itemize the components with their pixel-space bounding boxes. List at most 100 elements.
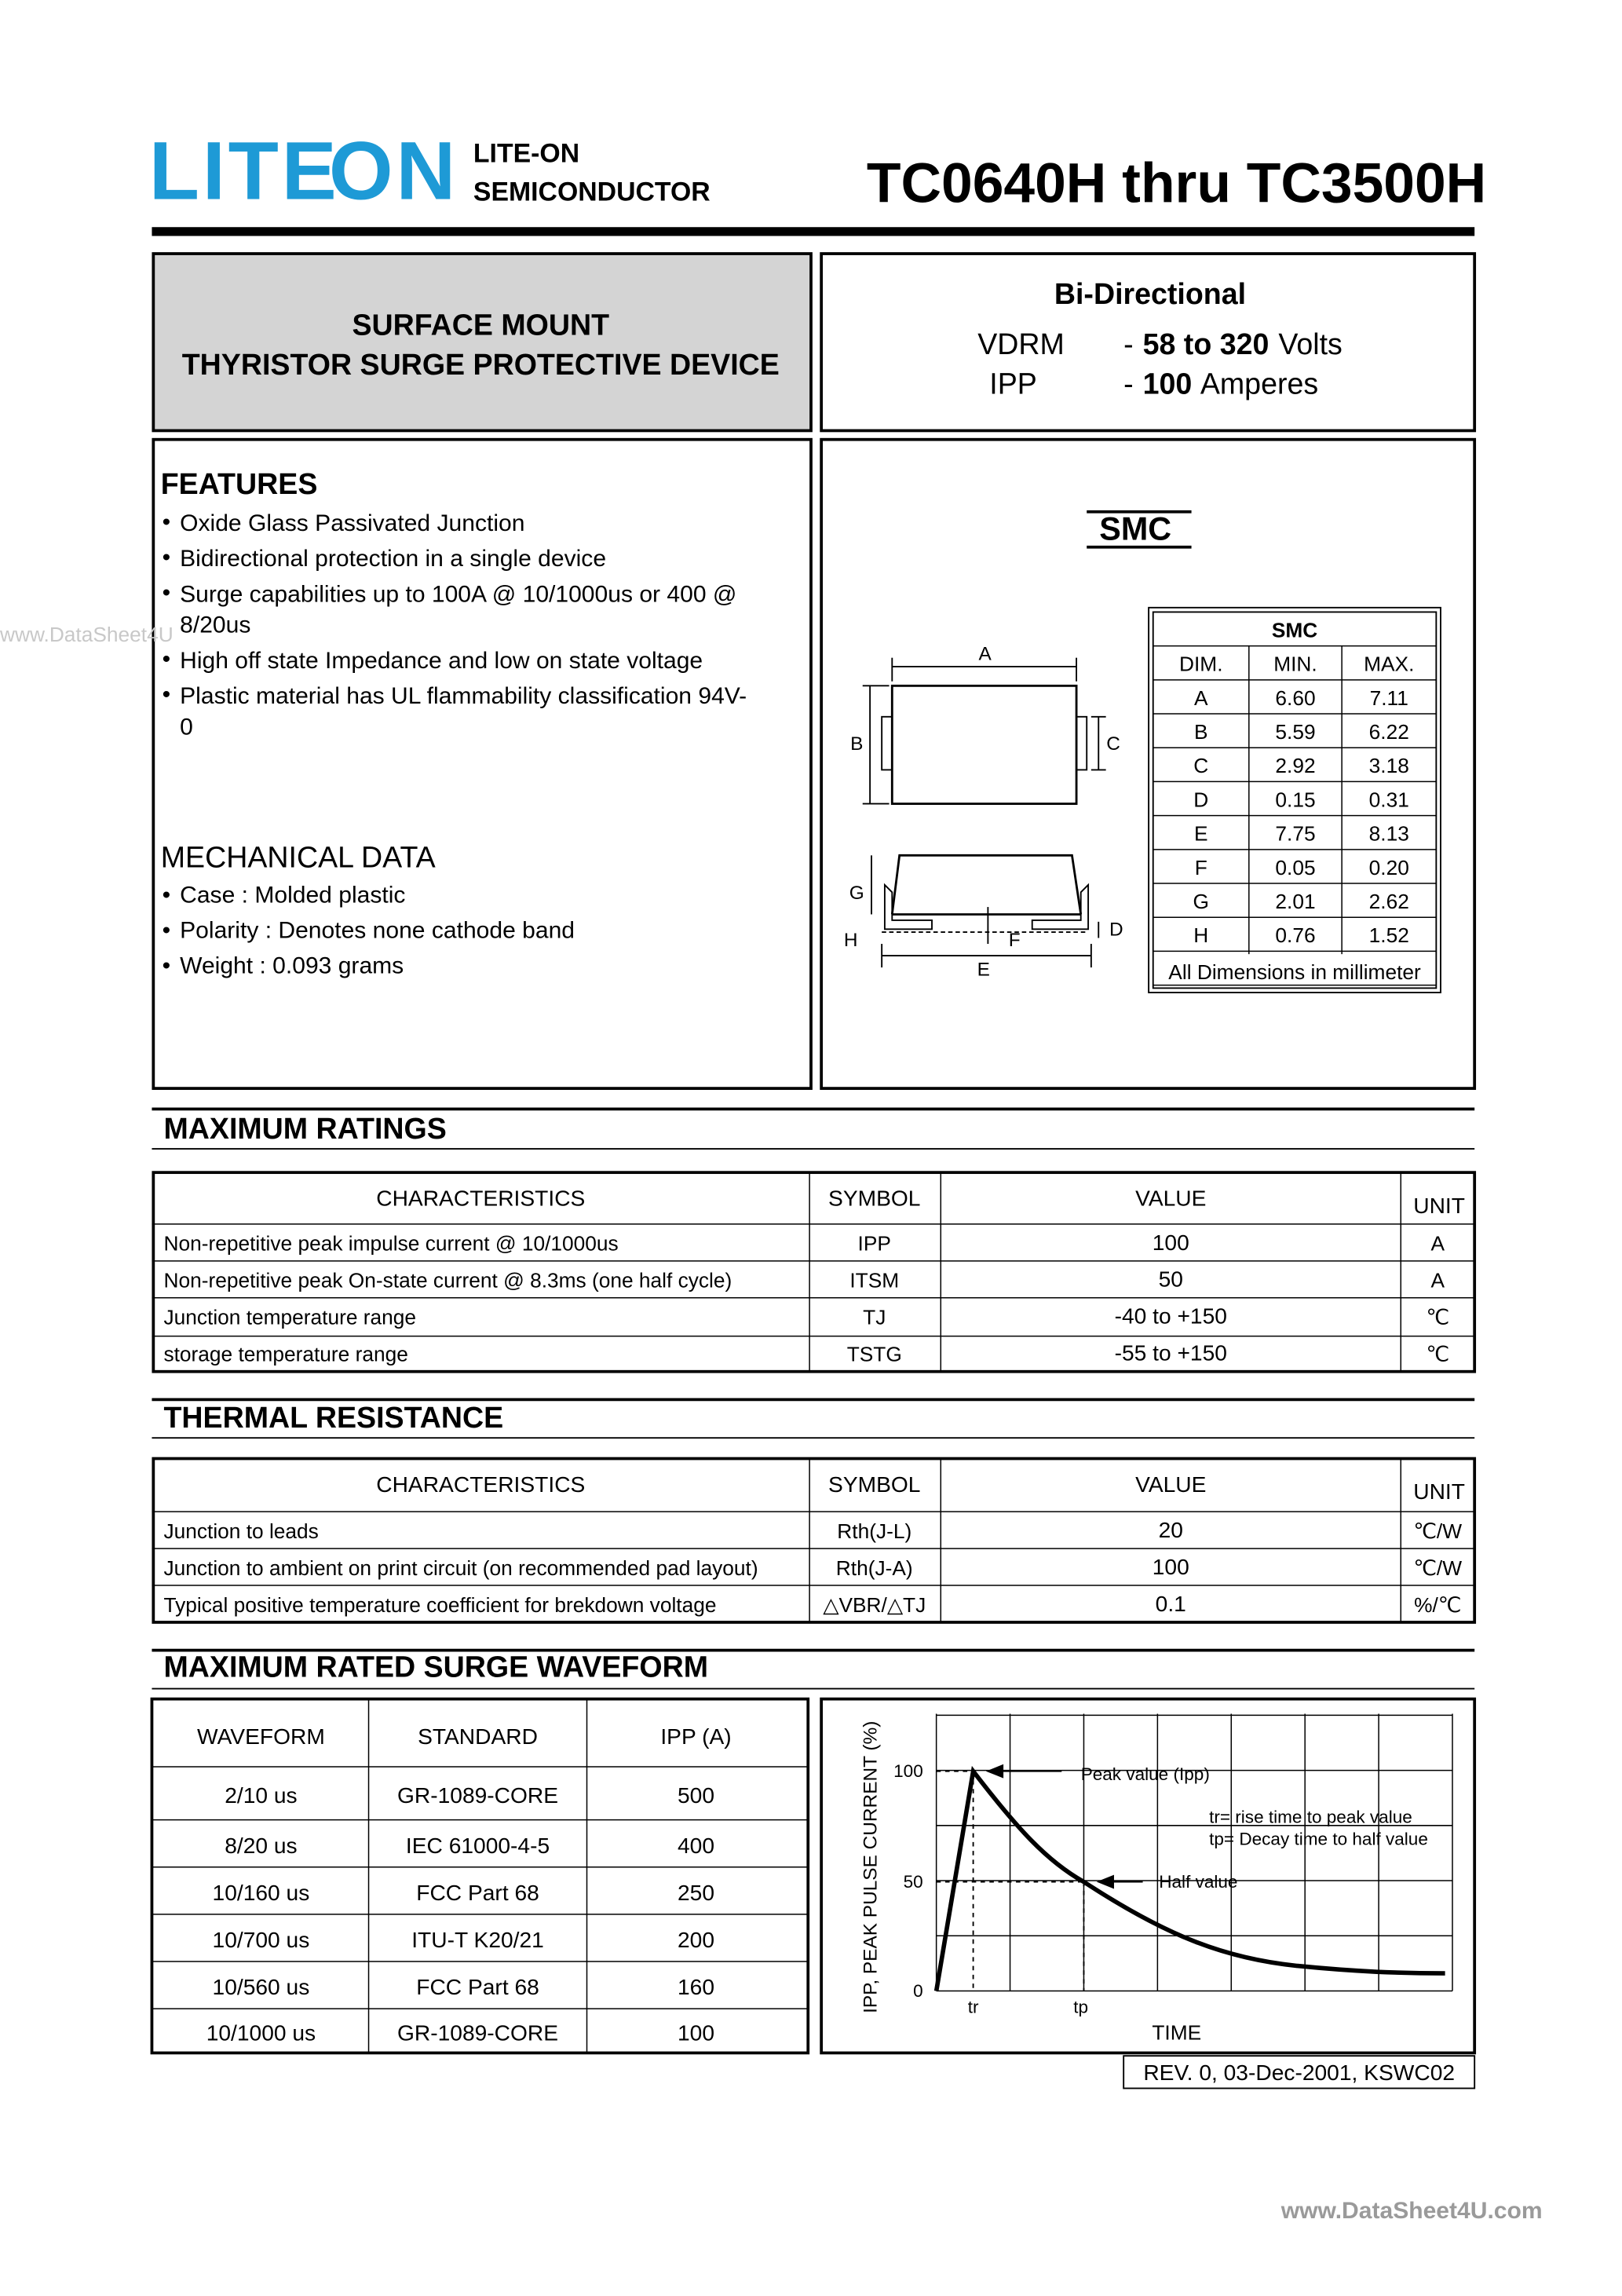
mechanical-item: Case : Molded plastic <box>180 883 406 909</box>
section-title: MAXIMUM RATED SURGE WAVEFORM <box>163 1651 708 1684</box>
axis-label: TIME <box>1152 2020 1202 2045</box>
table-cell: E <box>1194 821 1208 846</box>
table-cell: A <box>1430 1267 1445 1292</box>
table-cell: TJ <box>863 1305 886 1329</box>
table-cell: 10/160 us <box>212 1881 310 1907</box>
table-cell: 2.62 <box>1368 889 1409 913</box>
table-cell: 20 <box>1158 1517 1183 1543</box>
table-cell: 100 <box>1152 1554 1189 1580</box>
dimension-label: D <box>1109 918 1123 941</box>
table-cell: GR-1089-CORE <box>396 1783 559 1809</box>
section-title: THERMAL RESISTANCE <box>163 1402 504 1435</box>
table-title: SMC <box>1271 617 1318 642</box>
tick-label: 50 <box>903 1871 923 1892</box>
unit: Amperes <box>1200 368 1319 401</box>
table-border <box>150 1697 810 2055</box>
table-header: MAX. <box>1364 652 1415 676</box>
table-cell: 0.15 <box>1275 787 1316 811</box>
bullet: • <box>162 883 171 909</box>
company: LITE-ON <box>473 138 580 169</box>
section-title: MAXIMUM RATINGS <box>163 1113 447 1146</box>
table-cell: 400 <box>677 1834 715 1859</box>
table-cell: 10/560 us <box>212 1975 310 2001</box>
bullet: • <box>162 581 171 606</box>
value: 58 to 320 <box>1142 328 1269 362</box>
table-cell: FCC Part 68 <box>416 1881 539 1907</box>
feature: High off state Impedance and low on stat… <box>180 649 703 675</box>
table-cell: 50 <box>1158 1267 1183 1292</box>
table-cell: ITU-T K20/21 <box>411 1928 544 1954</box>
symbol: VDRM <box>977 328 1065 362</box>
dash: - <box>1123 328 1134 362</box>
dimension-label: A <box>978 642 992 665</box>
table-cell: ℃/W <box>1413 1518 1463 1542</box>
description: SURFACE MOUNT <box>352 309 610 342</box>
table-cell: IPP <box>857 1230 891 1255</box>
annotation: tr= rise time to peak value <box>1209 1806 1412 1828</box>
dimension-label: G <box>849 881 864 904</box>
bullet: • <box>162 954 171 980</box>
table-cell: 100 <box>1152 1230 1189 1256</box>
table-cell: △VBR/△TJ <box>823 1592 926 1616</box>
company: SEMICONDUCTOR <box>473 177 711 207</box>
feature: Plastic material has UL flammability cla… <box>180 684 747 740</box>
table-cell: %/℃ <box>1414 1592 1462 1616</box>
dash: - <box>1123 368 1134 401</box>
table-cell: 250 <box>677 1881 715 1907</box>
feature: Oxide Glass Passivated Junction <box>180 511 525 537</box>
bullet: • <box>162 510 171 536</box>
table-header: WAVEFORM <box>197 1724 325 1750</box>
table-cell: Junction to ambient on print circuit (on… <box>163 1555 758 1579</box>
tick-label: tp <box>1073 1997 1089 2018</box>
table-cell: 8/20 us <box>225 1834 298 1859</box>
table-note: All Dimensions in millimeter <box>1168 960 1421 984</box>
table-cell: 2.01 <box>1275 889 1316 913</box>
mechanical-item: Polarity : Denotes none cathode band <box>180 919 575 945</box>
table-header: CHARACTERISTICS <box>376 1186 586 1211</box>
table-cell: F <box>1194 855 1207 879</box>
table-header: SYMBOL <box>828 1186 921 1211</box>
table-cell: Rth(J-A) <box>835 1555 913 1579</box>
section-title: FEATURES <box>160 469 318 502</box>
table-cell: D <box>1193 787 1209 811</box>
table-cell: 6.22 <box>1368 719 1409 744</box>
table-cell: Non-repetitive peak impulse current @ 10… <box>163 1230 619 1255</box>
table-cell: GR-1089-CORE <box>396 2021 559 2046</box>
table-cell: 200 <box>677 1928 715 1954</box>
table-cell: ℃ <box>1426 1305 1450 1329</box>
table-cell: -40 to +150 <box>1114 1304 1227 1330</box>
table-cell: 8.13 <box>1368 821 1409 846</box>
unit: Volts <box>1278 328 1343 362</box>
package-name: SMC <box>1099 510 1172 547</box>
tick-label: 100 <box>893 1760 923 1782</box>
table-cell: -55 to +150 <box>1114 1341 1227 1367</box>
table-cell: TSTG <box>846 1342 902 1366</box>
table-cell: 0.1 <box>1155 1591 1186 1617</box>
table-cell: 0.20 <box>1368 855 1409 879</box>
table-cell: A <box>1430 1230 1445 1255</box>
bullet: • <box>162 647 171 673</box>
value: 100 <box>1142 368 1193 401</box>
watermark: www.DataSheet4U.com <box>1280 2199 1543 2225</box>
dimension-label: H <box>843 928 858 951</box>
tick-label: tr <box>967 1997 979 2018</box>
table-cell: H <box>1193 923 1209 947</box>
table-cell: 10/1000 us <box>206 2021 316 2046</box>
table-header: VALUE <box>1135 1472 1207 1498</box>
table-cell: FCC Part 68 <box>416 1975 539 2001</box>
table-cell: 0.31 <box>1368 787 1409 811</box>
table-cell: ITSM <box>849 1267 900 1292</box>
annotation: Half value <box>1159 1871 1238 1892</box>
table-header: SYMBOL <box>828 1472 921 1498</box>
table-cell: IEC 61000-4-5 <box>405 1834 550 1859</box>
table-border <box>152 1171 1477 1373</box>
table-cell: Rth(J-L) <box>837 1518 912 1542</box>
revision: REV. 0, 03-Dec-2001, KSWC02 <box>1143 2060 1456 2086</box>
table-cell: Typical positive temperature coefficient… <box>163 1592 717 1616</box>
description: THYRISTOR SURGE PROTECTIVE DEVICE <box>181 349 780 382</box>
table-cell: 0.76 <box>1275 923 1316 947</box>
table-cell: ℃/W <box>1413 1555 1463 1579</box>
table-cell: Junction temperature range <box>163 1305 417 1329</box>
